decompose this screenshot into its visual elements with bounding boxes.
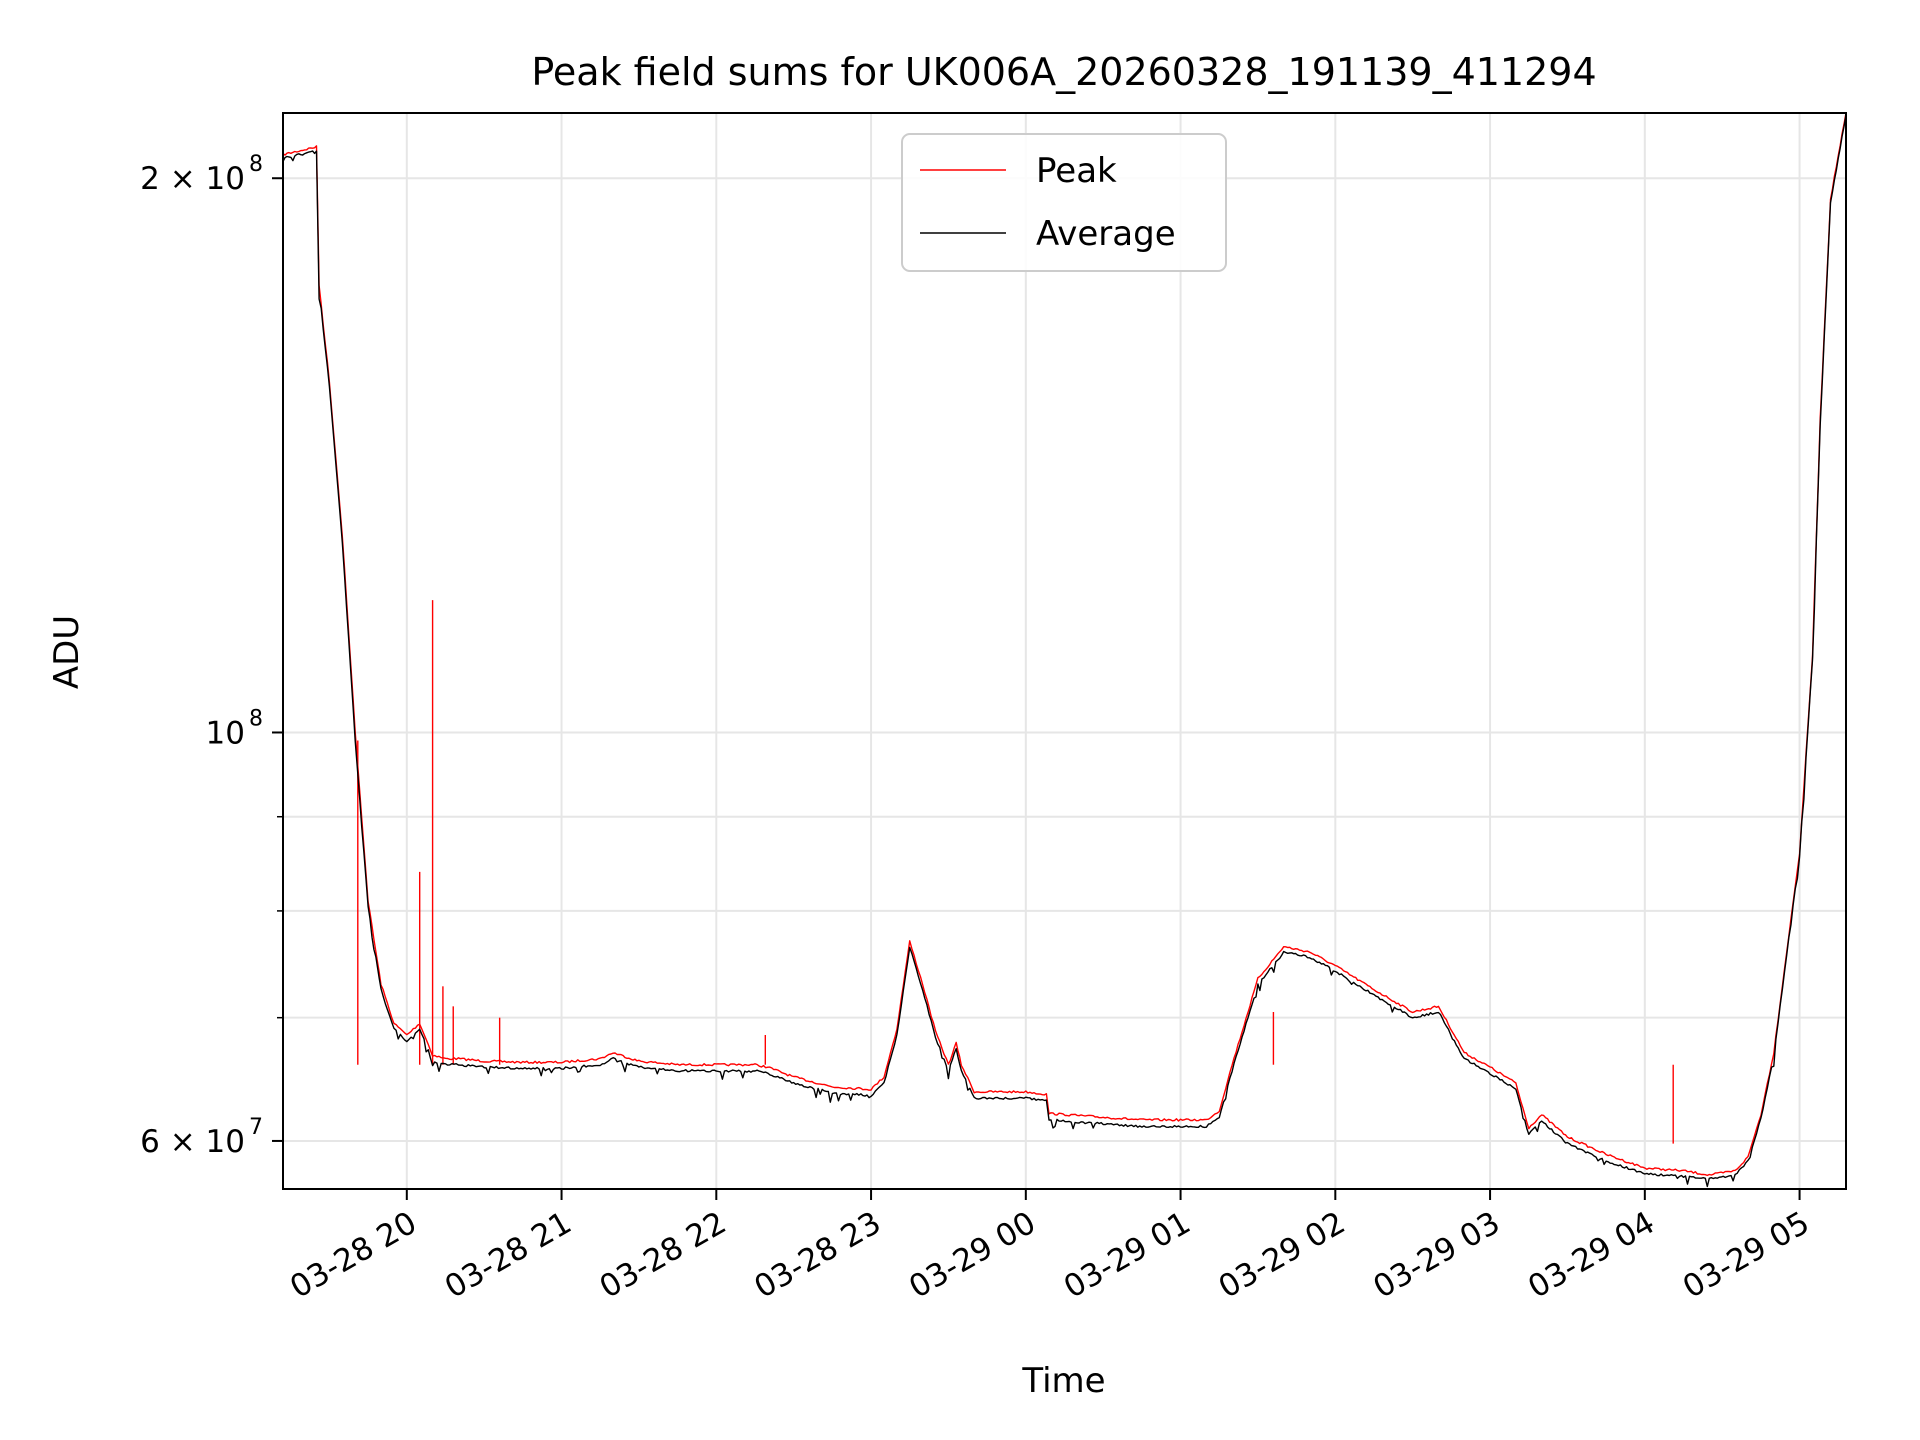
y-tick-label: 2 × 10 — [140, 161, 245, 197]
series-line-average — [282, 114, 1847, 1188]
chart-title: Peak field sums for UK006A_20260328_1911… — [531, 50, 1596, 94]
legend: Peak Average — [901, 133, 1227, 272]
series-lines — [282, 112, 1847, 1188]
series-line-peak — [282, 112, 1847, 1177]
y-axis-label: ADU — [47, 615, 87, 689]
legend-label-peak: Peak — [1036, 151, 1117, 191]
y-tick-label: 6 × 10 — [140, 1124, 245, 1160]
y-tick-exponent: 8 — [249, 152, 263, 177]
y-tick-exponent: 7 — [249, 1115, 263, 1140]
legend-box — [901, 133, 1227, 272]
x-axis-label: Time — [1021, 1361, 1105, 1401]
plot-frame — [282, 112, 1847, 1190]
plot-area — [283, 113, 1846, 1189]
legend-label-average: Average — [1036, 214, 1176, 254]
y-tick-exponent: 8 — [249, 706, 263, 731]
grid — [283, 113, 1846, 1189]
y-tick-label: 10 — [206, 715, 245, 751]
